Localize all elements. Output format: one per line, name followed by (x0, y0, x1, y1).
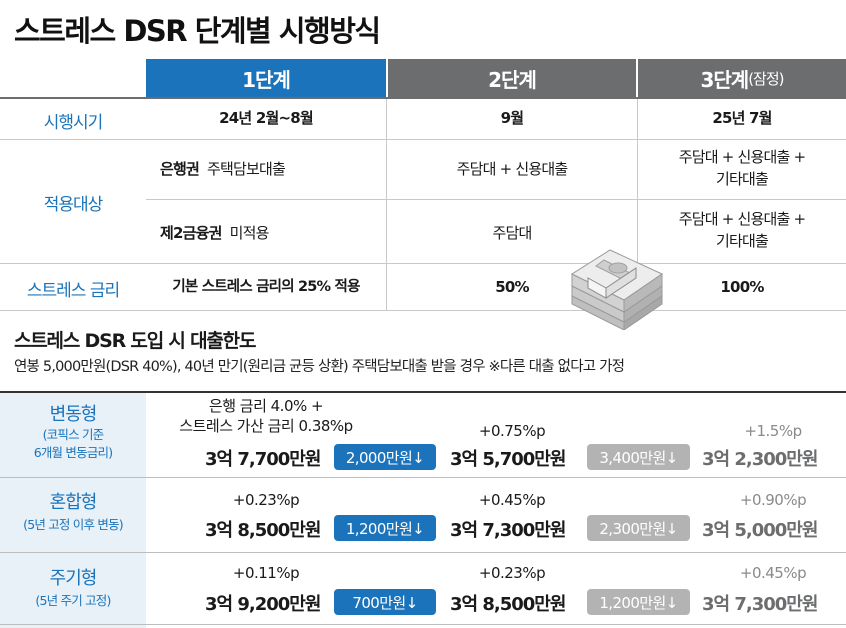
timing-stage-2: 9월 (500, 109, 524, 127)
header-stage-3-label: 3단계 (700, 67, 749, 92)
periodic-stage-1-decrease-badge: 700만원↓ (334, 589, 436, 615)
variable-stage-1-rate-line2: 스트레스 가산 금리 0.38%p (179, 417, 353, 435)
loan-sublabel-periodic: (5년 주기 고정) (35, 593, 111, 608)
loan-sublabel-variable-line1: (코픽스 기준 (42, 427, 105, 442)
periodic-stage-3-rate: +0.45%p (739, 564, 807, 582)
row-divider (0, 310, 846, 311)
row-label-target: 적용대상 (43, 195, 104, 215)
hybrid-stage-2-amount: 3억 7,300만원 (450, 520, 566, 541)
row-label-stress-rate: 스트레스 금리 (26, 281, 120, 301)
variable-stage-3-rate: +1.5%p (744, 422, 802, 440)
timing-stage-1: 24년 2월~8월 (219, 109, 314, 127)
bank-target: 은행권 주택담보대출 (160, 158, 286, 179)
loan-label-periodic: 주기형 (49, 568, 98, 589)
bank-stage-2: 주담대 + 신용대출 (456, 160, 569, 178)
loan-label-variable: 변동형 (49, 404, 98, 425)
label-column-bg (0, 393, 146, 628)
bank-stage-3-line1: 주담대 + 신용대출 + (678, 148, 806, 166)
bank-type: 은행권 (160, 160, 200, 178)
header-stage-2-label: 2단계 (488, 67, 537, 92)
periodic-stage-1-amount: 3억 9,200만원 (205, 594, 321, 615)
stress-rate-stage-2: 50% (495, 278, 529, 296)
bank-stage-3-line2: 기타대출 (715, 170, 769, 188)
bank-desc: 주택담보대출 (206, 160, 286, 178)
hybrid-stage-1-rate: +0.23%p (232, 491, 300, 509)
row-label-timing: 시행시기 (43, 113, 104, 133)
periodic-stage-2-decrease-badge: 1,200만원↓ (587, 589, 690, 615)
second-tier-stage-3-line2: 기타대출 (715, 232, 769, 250)
column-divider (637, 99, 638, 310)
second-tier-type: 제2금융권 (160, 224, 222, 242)
row-divider (0, 139, 846, 140)
hybrid-stage-1-amount: 3억 8,500만원 (205, 520, 321, 541)
money-stack-icon (570, 249, 664, 330)
periodic-stage-2-amount: 3억 8,500만원 (450, 594, 566, 615)
header-divider (0, 97, 846, 99)
second-tier-target: 제2금융권 미적용 (160, 222, 269, 243)
timing-stage-3: 25년 7월 (712, 109, 772, 127)
header-stage-1-label: 1단계 (242, 67, 291, 92)
section-divider (0, 391, 846, 393)
stress-rate-stage-1: 기본 스트레스 금리의 25% 적용 (172, 279, 360, 295)
hybrid-stage-3-amount: 3억 5,000만원 (702, 520, 818, 541)
header-stage-2: 2단계 (388, 59, 636, 97)
loan-label-hybrid: 혼합형 (49, 492, 98, 513)
section-title: 스트레스 DSR 도입 시 대출한도 (14, 330, 256, 352)
variable-stage-2-amount: 3억 5,700만원 (450, 449, 566, 470)
periodic-stage-1-rate: +0.11%p (232, 564, 300, 582)
periodic-stage-2-rate: +0.23%p (478, 564, 546, 582)
header-stage-3-note: (잠정) (748, 69, 784, 88)
column-divider (386, 99, 387, 310)
loan-sublabel-variable-line2: 6개월 변동금리) (33, 445, 113, 460)
loan-row-divider (0, 552, 846, 553)
second-tier-stage-2: 주담대 (492, 224, 532, 242)
variable-stage-1-amount: 3억 7,700만원 (205, 449, 321, 470)
second-tier-stage-3-line1: 주담대 + 신용대출 + (678, 210, 806, 228)
variable-stage-1-decrease-badge: 2,000만원↓ (334, 444, 436, 470)
hybrid-stage-2-rate: +0.45%p (478, 491, 546, 509)
second-tier-desc: 미적용 (229, 224, 270, 242)
hybrid-stage-1-decrease-badge: 1,200만원↓ (334, 515, 436, 541)
header-stage-3: 3단계 (잠정) (638, 59, 846, 97)
section-subtitle: 연봉 5,000만원(DSR 40%), 40년 만기(원리금 균등 상환) 주… (14, 359, 625, 375)
loan-row-divider (0, 624, 846, 625)
row-divider (146, 199, 846, 200)
hybrid-stage-2-decrease-badge: 2,300만원↓ (587, 515, 690, 541)
loan-row-divider (0, 477, 846, 478)
periodic-stage-3-amount: 3억 7,300만원 (702, 594, 818, 615)
loan-sublabel-hybrid: (5년 고정 이후 변동) (23, 517, 124, 532)
variable-stage-1-rate-line1: 은행 금리 4.0% + (208, 397, 324, 415)
stress-rate-stage-3: 100% (720, 278, 764, 296)
header-stage-1: 1단계 (146, 59, 386, 97)
variable-stage-3-amount: 3억 2,300만원 (702, 449, 818, 470)
hybrid-stage-3-rate: +0.90%p (739, 491, 807, 509)
row-divider (0, 263, 846, 264)
page-title: 스트레스 DSR 단계별 시행방식 (14, 14, 381, 48)
variable-stage-2-decrease-badge: 3,400만원↓ (587, 444, 690, 470)
variable-stage-2-rate: +0.75%p (478, 422, 546, 440)
